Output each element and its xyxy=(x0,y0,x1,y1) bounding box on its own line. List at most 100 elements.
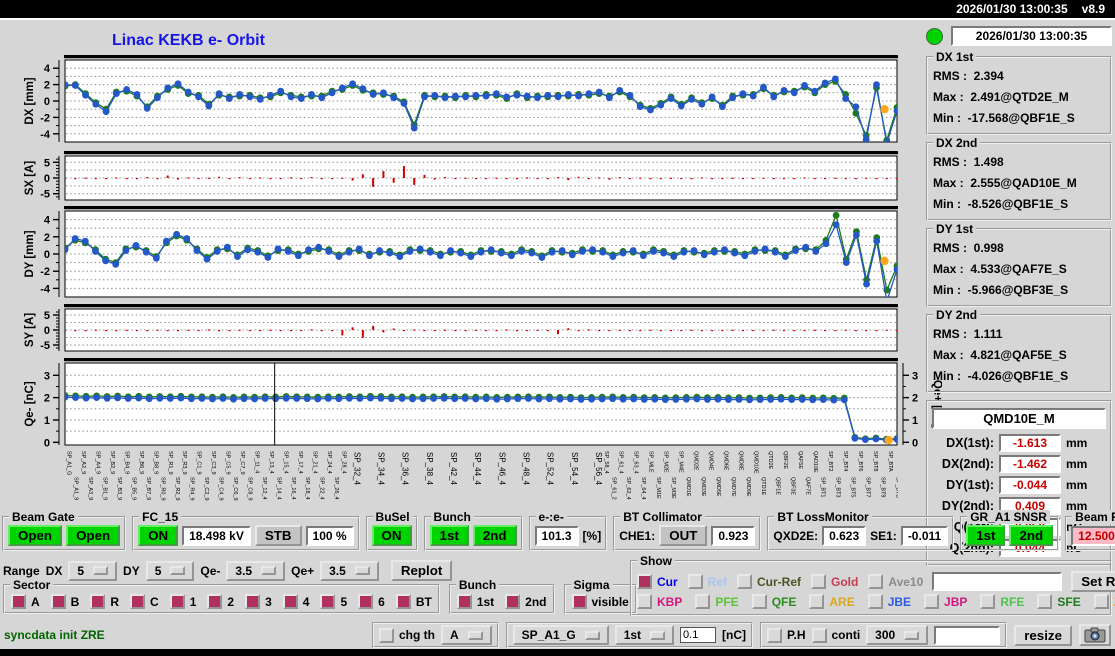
rms-value: 0.998 xyxy=(973,241,1004,255)
xaxis-label: SP_C4_9 xyxy=(217,477,224,501)
busel-on-button[interactable]: ON xyxy=(371,525,412,546)
resize-button[interactable]: resize xyxy=(1014,624,1072,646)
range-qe-plus-dropdown[interactable]: 3.5 xyxy=(320,560,379,581)
checkbox-5[interactable]: 5 xyxy=(320,594,347,609)
checkbox-label: 6 xyxy=(378,594,385,609)
svg-text:5: 5 xyxy=(44,157,50,169)
checkbox-c[interactable]: C xyxy=(130,594,159,609)
range-dy-dropdown[interactable]: 5 xyxy=(145,560,195,581)
chart-sy: 5 0 -5 SY [A] xyxy=(24,304,898,352)
checkbox-4[interactable]: 4 xyxy=(282,594,309,609)
che1-value-readout: 0.923 xyxy=(711,525,756,546)
che1-state-button[interactable]: OUT xyxy=(659,525,708,546)
checkbox-ave10[interactable]: Ave10 xyxy=(868,574,923,589)
beam-gate-open-button-1[interactable]: Open xyxy=(8,525,63,546)
checkbox-cur-ref[interactable]: Cur-Ref xyxy=(737,574,801,589)
xaxis-label: SP_BT9 xyxy=(879,477,886,498)
checkbox-1[interactable]: 1 xyxy=(169,594,196,609)
checkbox-label: 2 xyxy=(227,594,235,609)
qmd-row-unit: mm xyxy=(1066,499,1088,513)
xaxis-label: QTD1E xyxy=(759,477,766,496)
xaxis-label: SP_32_4 xyxy=(352,452,362,485)
chg-th-dropdown[interactable]: A xyxy=(440,625,492,645)
checkbox-sfe[interactable]: SFE xyxy=(1037,594,1081,609)
xaxis-label: SP_62_4 xyxy=(625,477,632,500)
sp-signal-dropdown[interactable]: SP_A1_G xyxy=(512,625,609,645)
checkbox-indicator xyxy=(1093,594,1109,609)
checkbox-ref[interactable]: Ref xyxy=(687,574,727,589)
xaxis-label: SP_M1E xyxy=(655,477,662,499)
points-dropdown[interactable]: 300 xyxy=(866,625,929,645)
xaxis-label: SP_R4_9 xyxy=(188,477,195,501)
svg-text:0: 0 xyxy=(44,437,50,448)
ee-ratio-readout: 101.3 xyxy=(534,525,579,546)
fc15-on-button[interactable]: ON xyxy=(138,525,179,546)
rms-label: RMS : xyxy=(933,241,967,255)
xaxis-label: SP_36_4 xyxy=(400,452,410,485)
statistics-panel: 2026/01/30 13:00:35 DX 1st RMS : 2.394 M… xyxy=(926,26,1112,566)
range-qe-minus-dropdown[interactable]: 3.5 xyxy=(226,560,286,581)
checkbox-conti[interactable]: conti xyxy=(811,627,860,643)
bunch-1st-button[interactable]: 1st xyxy=(429,525,469,546)
fc15-stb-button[interactable]: STB xyxy=(254,525,302,546)
machine-status-row: Beam Gate Open Open FC_15 ON 18.498 kV S… xyxy=(2,510,1115,551)
stat-group-title: DX 1st xyxy=(933,50,977,64)
xaxis-label: SP_BT2 xyxy=(827,451,834,472)
checkbox-bt[interactable]: BT xyxy=(395,594,432,609)
checkbox-label: 5 xyxy=(340,594,348,609)
checkbox-gold[interactable]: Gold xyxy=(811,574,858,589)
snsr-2nd-button[interactable]: 2nd xyxy=(1009,525,1054,546)
replot-button[interactable]: Replot xyxy=(390,560,453,581)
xaxis-label: SP_A1_G xyxy=(65,451,72,476)
xaxis-label: SP_B2_9 xyxy=(108,451,115,475)
checkbox-visible[interactable]: visible xyxy=(571,594,629,609)
checkbox-2nd[interactable]: 2nd xyxy=(505,594,547,609)
checkbox-6[interactable]: 6 xyxy=(358,594,385,609)
checkbox-2[interactable]: 2 xyxy=(207,594,234,609)
extra-input[interactable] xyxy=(934,625,1001,645)
checkbox-label: Ave10 xyxy=(888,574,924,589)
snsr-1st-button[interactable]: 1st xyxy=(966,525,1006,546)
threshold-input[interactable] xyxy=(680,627,717,643)
bunch-select-dropdown[interactable]: 1st xyxy=(614,625,675,645)
xaxis-label: SP_B1_9 xyxy=(101,477,108,501)
checkbox-chg-th[interactable]: chg th xyxy=(378,627,435,643)
xaxis-label: QMD4E xyxy=(707,451,714,471)
checkbox-jbp[interactable]: JBP xyxy=(924,594,967,609)
checkbox-jbe[interactable]: JBE xyxy=(867,594,911,609)
range-dx-dropdown[interactable]: 5 xyxy=(68,560,118,581)
checkbox-a[interactable]: A xyxy=(11,594,40,609)
checkbox-rfe[interactable]: RFE xyxy=(980,594,1024,609)
qmd-row-label: DY(1st): xyxy=(946,478,994,492)
ee-ratio-group: e-:e- 101.3 [%] xyxy=(528,510,608,551)
screenshot-button[interactable] xyxy=(1079,624,1111,646)
group-title: Bunch xyxy=(455,578,500,592)
checkbox-cur[interactable]: Cur xyxy=(637,574,678,589)
checkbox-label: ARE xyxy=(829,594,855,609)
checkbox-are[interactable]: ARE xyxy=(809,594,855,609)
checkbox-qfe[interactable]: QFE xyxy=(751,594,796,609)
max-label: Max : xyxy=(933,348,964,362)
ref-name-input[interactable] xyxy=(932,572,1063,591)
checkbox-indicator xyxy=(456,594,472,609)
xaxis-label: QAD10E xyxy=(812,451,819,473)
bunch-2nd-button[interactable]: 2nd xyxy=(472,525,517,546)
range-dy-label: DY xyxy=(123,563,140,578)
checkbox-label: 3 xyxy=(265,594,272,609)
min-value: -4.026@QBF1E_S xyxy=(967,369,1069,383)
checkbox-3[interactable]: 3 xyxy=(245,594,272,609)
set-ref-button[interactable]: Set Ref xyxy=(1071,571,1115,592)
dropdown-value: A xyxy=(449,628,459,642)
checkbox-indicator xyxy=(505,594,521,609)
checkbox-pfe[interactable]: PFE xyxy=(695,594,739,609)
checkbox-b[interactable]: B xyxy=(50,594,79,609)
checkbox-r[interactable]: R xyxy=(90,594,119,609)
checkbox-1st[interactable]: 1st xyxy=(456,594,494,609)
checkbox-p-h[interactable]: P.H xyxy=(767,627,806,643)
checkbox-kbp[interactable]: KBP xyxy=(637,594,682,609)
xaxis-label: SP_R1_9 xyxy=(166,451,173,475)
checkbox-indicator xyxy=(378,627,394,643)
beam-gate-open-button-2[interactable]: Open xyxy=(66,525,121,546)
checkbox-label: Gold xyxy=(831,574,859,589)
checkbox-zre[interactable]: ZRE xyxy=(1093,594,1115,609)
